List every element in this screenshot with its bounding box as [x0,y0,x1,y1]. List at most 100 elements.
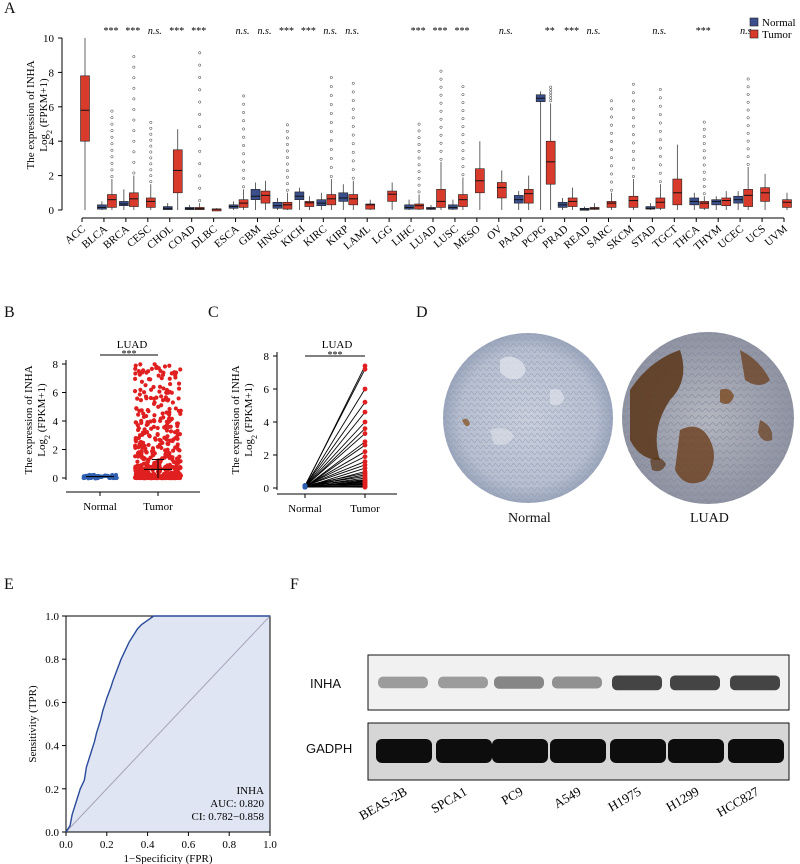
outlier-point [110,109,114,113]
roc-panel-e: 0.0 0.2 0.4 0.6 0.8 1.0 0.0 0.2 0.4 0.6 0.8 1.0 1−Sp… [27,611,277,864]
paired-line [304,456,366,487]
outlier-point [351,99,355,103]
outlier-point [631,107,635,111]
outlier-point [110,129,114,133]
outlier-point [417,163,421,167]
box-body [387,190,397,202]
tumor-data-point [163,425,168,430]
outlier-point [242,119,246,123]
outlier-point [132,65,136,69]
tumor-data-point [146,442,151,448]
outlier-point [658,121,662,125]
western-blot-panel-f: BEAS-2B SPCA1 PC9 A549 H1975 H1299 HCC827 [356,654,790,823]
tumor-data-point [177,432,183,437]
outlier-point [658,129,662,133]
outlier-point [461,141,465,145]
tumor-data-point [362,465,368,471]
outlier-point [746,100,750,104]
outlier-point [198,186,202,190]
outlier-point [439,69,443,73]
y-tick-label: 0.0 [45,827,59,839]
tumor-data-point [159,445,164,451]
x-tick-label: 0.0 [59,839,73,851]
outlier-point [132,76,136,80]
y-axis-label-line2: Log2 (FPKM+1) [243,383,259,457]
box-body [699,201,710,209]
box-body [655,197,666,209]
outlier-point [461,125,465,129]
outlier-point [110,155,114,159]
tumor-data-point [167,363,172,368]
tumor-data-point [362,462,368,468]
box-body [250,189,261,200]
outlier-point [198,162,202,166]
x-tick-label: ESCA [212,223,241,250]
outlier-point [149,168,153,172]
outlier-point [198,51,202,55]
tumor-data-point [362,459,368,464]
tumor-data-point [173,375,178,380]
tumor-data-point [165,464,171,469]
tumor-data-point [154,395,159,400]
outlier-point [329,121,333,124]
tumor-data-point [135,396,140,401]
outlier-point [746,162,750,166]
tumor-data-point [139,450,144,455]
significance-label: n.s. [236,26,250,37]
outlier-point [110,168,114,172]
box-body [304,201,315,207]
outlier-point [461,149,465,153]
legend-label: Normal [762,17,796,29]
outlier-point [351,81,355,85]
tumor-data-point [175,423,180,429]
outlier-point [610,123,613,127]
tumor-data-point [168,475,173,481]
tumor-data-point [176,447,181,452]
gadph-band [436,739,492,763]
gadph-band [728,739,784,763]
box-body [672,178,683,206]
outlier-point [631,82,635,86]
outlier-point [132,160,136,164]
outlier-point [198,75,202,79]
y-tick-label: 2 [264,450,270,462]
outlier-point [702,127,706,131]
tumor-data-point [133,366,138,371]
outlier-point [610,172,613,176]
tumor-data-point [162,364,168,369]
outlier-point [746,85,750,89]
outlier-point [417,183,421,187]
significance-label: *** [301,26,316,37]
outlier-point [198,112,202,116]
boxplot-panel-a: 0 2 4 6 8 10 The expression of INHA Log2 (FPKM+… [25,17,796,253]
outlier-point [285,182,289,186]
tumor-data-point [160,398,166,403]
tumor-data-point [160,411,165,416]
gadph-band [492,739,548,763]
outlier-point [242,177,246,180]
y-tick-label: 8 [264,351,270,363]
outlier-point [132,171,136,175]
tumor-data-point [148,387,154,392]
outlier-point [132,150,136,154]
outlier-point [702,142,706,146]
tumor-data-point [135,423,140,428]
outlier-point [132,118,136,122]
outlier-point [242,102,246,106]
box-body [458,194,468,207]
gadph-band [610,739,666,763]
tumor-data-point [138,362,143,367]
box-body [497,182,507,199]
significance-label: *** [279,26,294,37]
outlier-point [242,168,246,172]
tumor-data-point [171,448,176,453]
outlier-point [149,174,153,178]
outlier-point [461,117,465,121]
outlier-point [132,129,136,133]
tumor-data-point [148,395,153,401]
ihc-normal-label: Normal [508,511,551,526]
tumor-data-point [164,410,169,415]
tumor-data-point [176,396,181,401]
tumor-data-point [362,399,368,405]
y-tick-label: 10 [43,33,55,45]
